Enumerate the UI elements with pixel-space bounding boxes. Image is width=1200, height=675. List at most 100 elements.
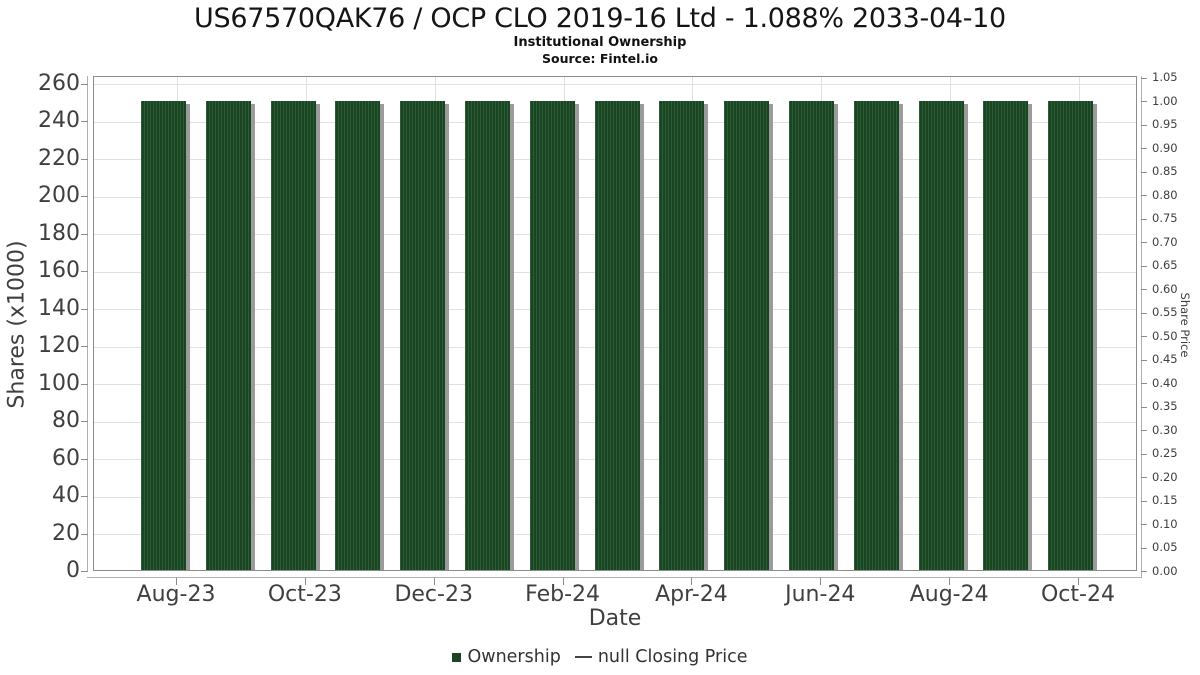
y-axis-right-tick [1141, 289, 1147, 291]
y-axis-right-tick-label: 0.10 [1152, 516, 1178, 531]
y-axis-left-tick-label: 120 [38, 333, 80, 358]
ownership-bar [853, 101, 899, 570]
y-axis-left-tick [81, 533, 88, 535]
x-axis-tick [176, 578, 177, 585]
y-axis-left-tick [81, 158, 88, 160]
y-axis-left-tick-label: 0 [66, 558, 80, 583]
ownership-bar [400, 101, 446, 570]
x-axis-tick-label: Aug-24 [909, 582, 989, 607]
y-axis-right-tick [1141, 312, 1147, 314]
ownership-bar [529, 101, 575, 570]
y-axis-left-tick-label: 140 [38, 295, 80, 321]
y-axis-right-tick [1141, 242, 1147, 244]
chart-legend: Ownership null Closing Price [0, 644, 1200, 670]
y-axis-left-tick-label: 200 [38, 183, 80, 208]
plot-area [93, 76, 1137, 571]
ownership-bar [918, 101, 964, 570]
x-axis-tick [562, 578, 564, 585]
y-axis-left-tick-label: 260 [38, 70, 80, 96]
y-axis-right-tick-label: 0.85 [1152, 164, 1178, 179]
y-axis-right-tick-label: 0.20 [1152, 469, 1178, 484]
y-axis-right-tick-label: 0.90 [1152, 140, 1178, 155]
ownership-bar [335, 101, 381, 570]
legend-line-marker [574, 655, 592, 659]
x-axis-tick-label: Apr-24 [655, 582, 728, 607]
y-axis-left-tick [81, 121, 88, 122]
y-axis-left-tick-label: 100 [38, 370, 80, 396]
ownership-bar [659, 101, 705, 570]
y-axis-left-tick [81, 383, 88, 385]
ownership-bar [983, 101, 1029, 570]
ownership-bar [141, 101, 186, 570]
y-axis-right-tick [1141, 453, 1147, 455]
y-axis-right-tick [1141, 430, 1147, 432]
y-axis-right-tick [1141, 383, 1147, 385]
y-axis-left-tick [81, 421, 88, 422]
y-axis-right-tick [1141, 336, 1147, 338]
x-axis-tick [691, 578, 693, 585]
y-axis-right-tick [1141, 477, 1147, 479]
y-axis-right-tick [1141, 77, 1147, 79]
x-axis-tick [1077, 578, 1079, 585]
y-axis-right-tick-label: 0.75 [1152, 211, 1178, 226]
y-axis-right-tick [1141, 218, 1147, 220]
y-axis-right-tick [1141, 406, 1147, 408]
y-axis-left-tick-label: 180 [38, 220, 80, 246]
y-axis-left-tick [81, 458, 88, 460]
y-axis-right-tick-label: 1.05 [1152, 70, 1178, 85]
ownership-bar [1048, 101, 1094, 570]
y-axis-right-tick-label: 0.55 [1152, 305, 1178, 320]
x-axis-tick [304, 578, 306, 585]
ownership-bar [205, 101, 251, 570]
y-axis-left-tick [81, 83, 88, 85]
y-axis-left-tick [81, 271, 88, 272]
y-axis-right-tick-label: 0.00 [1152, 563, 1178, 578]
y-axis-left-tick-label: 220 [38, 145, 80, 171]
y-axis-right-tick [1141, 524, 1147, 526]
y-axis-right-tick [1141, 148, 1147, 150]
ownership-bar [724, 101, 770, 570]
x-axis-tick [949, 578, 951, 585]
y-axis-left-tick [81, 233, 88, 235]
y-axis-left-tick-label: 80 [52, 408, 80, 433]
legend-item: Ownership [452, 647, 561, 667]
x-axis-tick [433, 578, 435, 585]
y-axis-right-tick [1141, 359, 1147, 361]
y-axis-left-tick-label: 40 [52, 483, 80, 508]
y-axis-right-tick-label: 0.50 [1152, 328, 1178, 343]
y-axis-left-tick-label: 60 [52, 445, 80, 471]
chart-source: Source: Fintel.io [542, 51, 658, 66]
y-axis-right-tick [1141, 500, 1147, 502]
y-axis-right-title: Share Price [1178, 292, 1192, 358]
y-axis-right-tick-label: 0.25 [1152, 446, 1178, 461]
y-axis-right-tick [1141, 124, 1147, 126]
y-axis-right-tick-label: 0.30 [1152, 422, 1178, 437]
y-axis-left-tick [81, 496, 88, 497]
y-axis-right-tick-label: 0.70 [1152, 234, 1178, 249]
y-axis-right-tick [1141, 265, 1147, 267]
y-axis-right-tick [1141, 101, 1147, 103]
y-axis-left-spine [87, 76, 88, 571]
x-axis-tick-label: Oct-24 [1040, 582, 1115, 607]
x-axis-tick-label: Feb-24 [525, 582, 601, 607]
legend-label: Ownership [467, 647, 561, 667]
y-axis-right-tick-label: 1.00 [1152, 93, 1178, 108]
y-axis-left-tick-label: 240 [38, 108, 80, 133]
legend-item: null Closing Price [574, 647, 748, 667]
y-axis-right-tick [1141, 571, 1147, 572]
x-axis-spine [87, 577, 1142, 578]
chart-subtitle: Institutional Ownership [513, 35, 687, 50]
y-axis-right-tick [1141, 195, 1147, 197]
y-axis-right-tick-label: 0.15 [1152, 493, 1178, 508]
y-axis-right-tick-label: 0.60 [1152, 281, 1178, 296]
x-axis-title: Date [588, 606, 642, 631]
ownership-bar [270, 101, 316, 570]
y-axis-right-tick-label: 0.65 [1152, 258, 1178, 273]
y-axis-left-tick [81, 308, 88, 310]
y-axis-left-tick-label: 160 [38, 258, 80, 283]
legend-label: null Closing Price [597, 647, 748, 667]
gridline-horizontal [94, 84, 1136, 85]
legend-square-marker [452, 652, 462, 662]
y-axis-right-tick-label: 0.45 [1152, 352, 1178, 367]
x-axis-tick-label: Aug-23 [136, 582, 216, 607]
